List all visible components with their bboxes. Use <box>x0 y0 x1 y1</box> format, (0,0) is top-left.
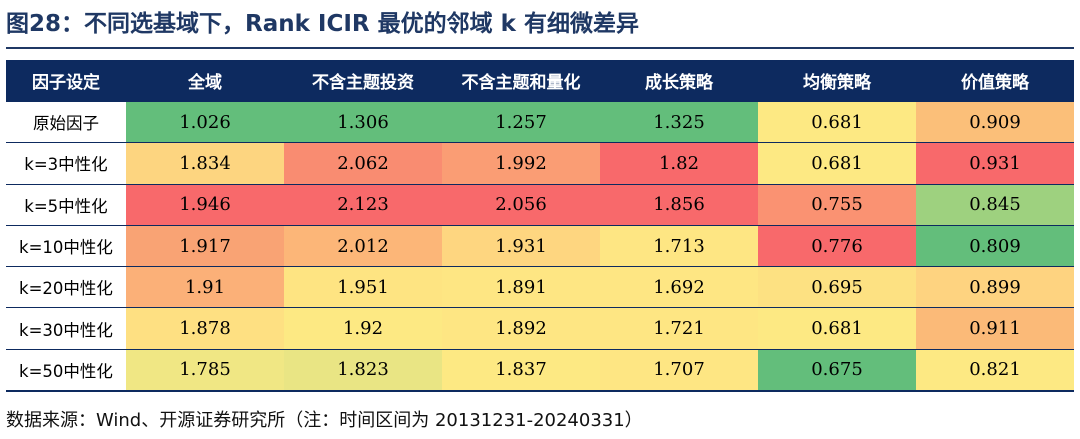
row-label: k=5中性化 <box>6 184 126 226</box>
table-cell: 1.325 <box>600 101 758 144</box>
header-all-universe: 全域 <box>126 60 284 102</box>
table-cell: 1.026 <box>126 101 284 144</box>
table-cell: 0.809 <box>916 225 1074 268</box>
table-cell: 1.834 <box>126 142 284 185</box>
table-cell: 0.821 <box>916 349 1074 393</box>
table-row: k=5中性化 1.946 2.123 2.056 1.856 0.755 0.845 <box>6 184 1074 226</box>
row-label: k=10中性化 <box>6 225 126 268</box>
table-row: k=20中性化 1.91 1.951 1.891 1.692 0.695 0.899 <box>6 266 1074 309</box>
table-cell: 0.681 <box>758 307 916 350</box>
table-row: 原始因子 1.026 1.306 1.257 1.325 0.681 0.909 <box>6 101 1074 144</box>
table-cell: 1.917 <box>126 225 284 268</box>
table-cell: 0.909 <box>916 101 1074 144</box>
row-label: k=50中性化 <box>6 349 126 393</box>
table-cell: 0.911 <box>916 307 1074 350</box>
table-cell: 2.062 <box>284 142 442 185</box>
table-cell: 1.785 <box>126 349 284 393</box>
header-balanced: 均衡策略 <box>758 60 916 102</box>
header-ex-thematic-quant: 不含主题和量化 <box>442 60 600 102</box>
table-cell: 1.946 <box>126 184 284 226</box>
table-cell: 0.681 <box>758 101 916 144</box>
row-label: k=3中性化 <box>6 142 126 185</box>
table-cell: 1.823 <box>284 349 442 393</box>
table-cell: 2.056 <box>442 184 600 226</box>
table-row: k=30中性化 1.878 1.92 1.892 1.721 0.681 0.911 <box>6 307 1074 350</box>
table-cell: 1.713 <box>600 225 758 268</box>
table-cell: 0.899 <box>916 266 1074 309</box>
table-cell: 0.681 <box>758 142 916 185</box>
table-cell: 1.892 <box>442 307 600 350</box>
table-cell: 2.012 <box>284 225 442 268</box>
header-value: 价值策略 <box>916 60 1074 102</box>
table-cell: 0.931 <box>916 142 1074 185</box>
table-cell: 1.931 <box>442 225 600 268</box>
row-label: k=30中性化 <box>6 307 126 350</box>
source-note: 数据来源：Wind、开源证券研究所（注：时间区间为 20131231-20240… <box>6 410 643 431</box>
table-cell: 1.92 <box>284 307 442 350</box>
header-ex-thematic: 不含主题投资 <box>284 60 442 102</box>
table-cell: 1.891 <box>442 266 600 309</box>
table-cell: 1.878 <box>126 307 284 350</box>
table-cell: 1.721 <box>600 307 758 350</box>
table-cell: 1.951 <box>284 266 442 309</box>
table-cell: 0.776 <box>758 225 916 268</box>
table-cell: 1.837 <box>442 349 600 393</box>
table-cell: 1.91 <box>126 266 284 309</box>
row-label: k=20中性化 <box>6 266 126 309</box>
icir-table: 因子设定 全域 不含主题投资 不含主题和量化 成长策略 均衡策略 价值策略 原始… <box>6 60 1074 393</box>
table-cell: 2.123 <box>284 184 442 226</box>
header-factor-setting: 因子设定 <box>6 60 126 102</box>
table-row: k=3中性化 1.834 2.062 1.992 1.82 0.681 0.931 <box>6 142 1074 185</box>
table-cell: 0.845 <box>916 184 1074 226</box>
table-cell: 0.755 <box>758 184 916 226</box>
row-label: 原始因子 <box>6 101 126 144</box>
title-rule <box>6 47 1074 49</box>
table-cell: 1.82 <box>600 142 758 185</box>
table-cell: 1.856 <box>600 184 758 226</box>
table-cell: 1.692 <box>600 266 758 309</box>
table-row: k=10中性化 1.917 2.012 1.931 1.713 0.776 0.809 <box>6 225 1074 268</box>
header-row: 因子设定 全域 不含主题投资 不含主题和量化 成长策略 均衡策略 价值策略 <box>6 60 1074 102</box>
figure-title: 图28：不同选基域下，Rank ICIR 最优的邻域 k 有细微差异 <box>6 11 639 37</box>
header-growth: 成长策略 <box>600 60 758 102</box>
table-cell: 1.257 <box>442 101 600 144</box>
table-cell: 0.675 <box>758 349 916 393</box>
table-cell: 1.992 <box>442 142 600 185</box>
table-cell: 1.306 <box>284 101 442 144</box>
table-cell: 0.695 <box>758 266 916 309</box>
table-cell: 1.707 <box>600 349 758 393</box>
table-row: k=50中性化 1.785 1.823 1.837 1.707 0.675 0.821 <box>6 349 1074 393</box>
